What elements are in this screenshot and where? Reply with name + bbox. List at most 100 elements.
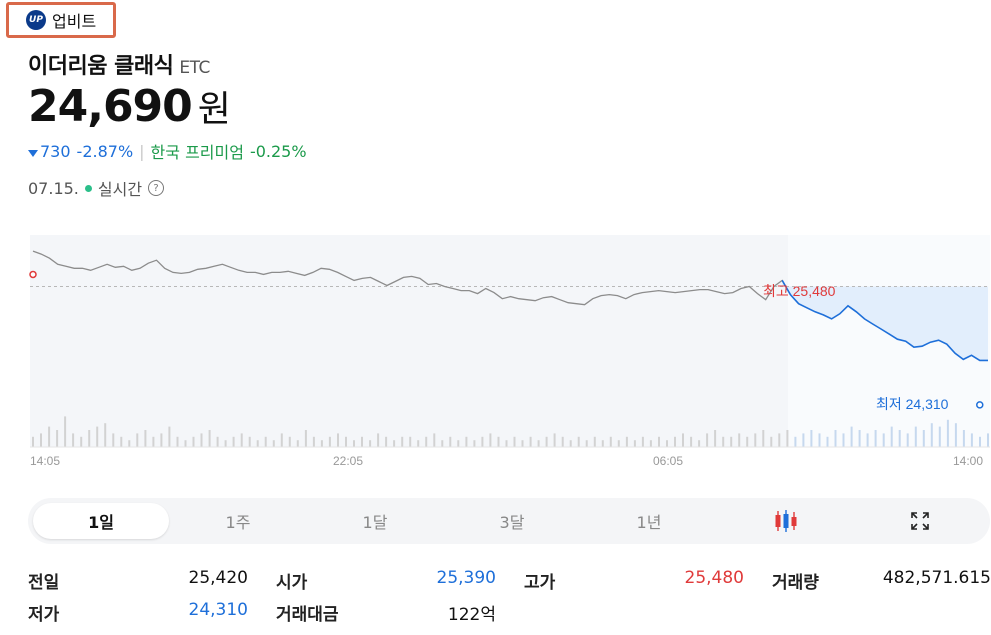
volume-bar [489, 433, 492, 447]
volume-bar [120, 436, 123, 447]
help-icon[interactable]: ? [148, 180, 165, 196]
volume-bar [987, 433, 989, 447]
tab-1d[interactable]: 1일 [33, 503, 169, 539]
volume-bar [545, 436, 548, 447]
volume-bar [96, 426, 99, 447]
volume-bar [272, 440, 275, 447]
volume-bar [834, 430, 837, 447]
price-chart[interactable]: 최고 25,480 최저 24,310 14:05 22:05 06:05 14… [0, 225, 991, 475]
volume-bar [666, 440, 668, 447]
volume-bar [561, 436, 564, 447]
volume-bar [962, 430, 965, 447]
date: 07.15. [28, 178, 79, 198]
volume-bar [577, 436, 580, 447]
volume-bar [690, 436, 693, 447]
coin-title: 이더리움 클래식 ETC [28, 48, 210, 80]
high-label: 고가 [524, 573, 556, 593]
volume-bar [152, 436, 155, 447]
volume-bar [914, 426, 917, 447]
volume-bar [393, 440, 396, 447]
range-tabs: 1일 1주 1달 3달 1년 [28, 498, 990, 544]
volume-bar [32, 436, 34, 447]
volume-bar [136, 433, 139, 447]
exchange-badge[interactable]: UP 업비트 [6, 2, 116, 38]
volume-bar [938, 426, 941, 447]
volume-bar [641, 436, 644, 447]
volume-bar [280, 433, 283, 447]
premium-value: -0.25% [249, 141, 307, 161]
tab-1w[interactable]: 1주 [225, 513, 251, 532]
volume-bar [40, 433, 42, 447]
volume-bar [417, 440, 420, 447]
x-tick-label: 14:05 [30, 454, 60, 468]
volume-bar [128, 440, 131, 447]
volume-bar [970, 433, 973, 447]
volume-bar [754, 433, 757, 447]
volume-bar [810, 430, 813, 447]
volume-bar [866, 433, 869, 447]
volume-bar [706, 433, 709, 447]
volume-bar [682, 433, 684, 447]
volume-bar [465, 436, 468, 447]
tab-1m[interactable]: 1달 [362, 513, 388, 532]
volume-bar [617, 440, 620, 447]
volume-bar [296, 440, 299, 447]
volume-bar [658, 436, 660, 447]
volume-bar [312, 436, 315, 447]
tab-1y[interactable]: 1년 [636, 513, 662, 532]
volume-bar [746, 436, 749, 447]
volume-bar [441, 440, 444, 447]
volume-bars [32, 416, 989, 447]
volume-bar [842, 433, 845, 447]
volume-bar [473, 440, 476, 447]
volume-bar [232, 436, 235, 447]
x-tick-label: 06:05 [653, 454, 683, 468]
volume-bar [256, 440, 259, 447]
amount-value: 122억 [447, 605, 496, 625]
volume-bar [762, 430, 765, 447]
high-label: 최고 25,480 [763, 283, 836, 299]
divider: | [139, 141, 145, 161]
volume-bar [649, 440, 652, 447]
volume-bar [264, 436, 267, 447]
change-amount: 730 [28, 142, 71, 161]
volume-bar [874, 430, 877, 447]
volume-bar [802, 433, 805, 447]
volume-bar [425, 436, 428, 447]
volume-bar [537, 440, 540, 447]
volume-bar [922, 430, 925, 447]
volume-bar [930, 423, 933, 447]
amount-label: 거래대금 [276, 605, 339, 625]
volume-bar [216, 436, 219, 447]
volume-bar [385, 436, 388, 447]
upbit-logo-icon: UP [26, 10, 46, 30]
chart-past-bg [30, 235, 788, 447]
change-percent: -2.87% [76, 141, 134, 161]
volume-bar [377, 433, 380, 447]
expand-icon [911, 512, 929, 530]
volume-bar [946, 419, 949, 447]
volume-bar [328, 436, 331, 447]
volume-bar [593, 436, 596, 447]
volume-bar [698, 440, 701, 447]
volume-bar [505, 440, 508, 447]
volume-bar [88, 430, 91, 447]
volume-bar [224, 440, 227, 447]
volume-bar [585, 440, 588, 447]
volume-bar [353, 440, 355, 447]
volume-bar [481, 436, 484, 447]
time-row: 07.15. 실시간 ? [28, 176, 165, 200]
candlestick-toggle[interactable] [718, 503, 854, 539]
volume-bar [898, 430, 901, 447]
tab-3m[interactable]: 3달 [499, 513, 525, 532]
open-label: 시가 [276, 573, 308, 593]
price-unit: 원 [197, 89, 231, 130]
volume-bar [770, 436, 773, 447]
low-label: 저가 [28, 605, 60, 625]
volume-bar [184, 440, 187, 447]
volume-bar [625, 436, 628, 447]
expand-button[interactable] [855, 503, 985, 539]
volume-bar [786, 430, 789, 447]
volume-bar [850, 426, 853, 447]
volume-bar [906, 433, 909, 447]
